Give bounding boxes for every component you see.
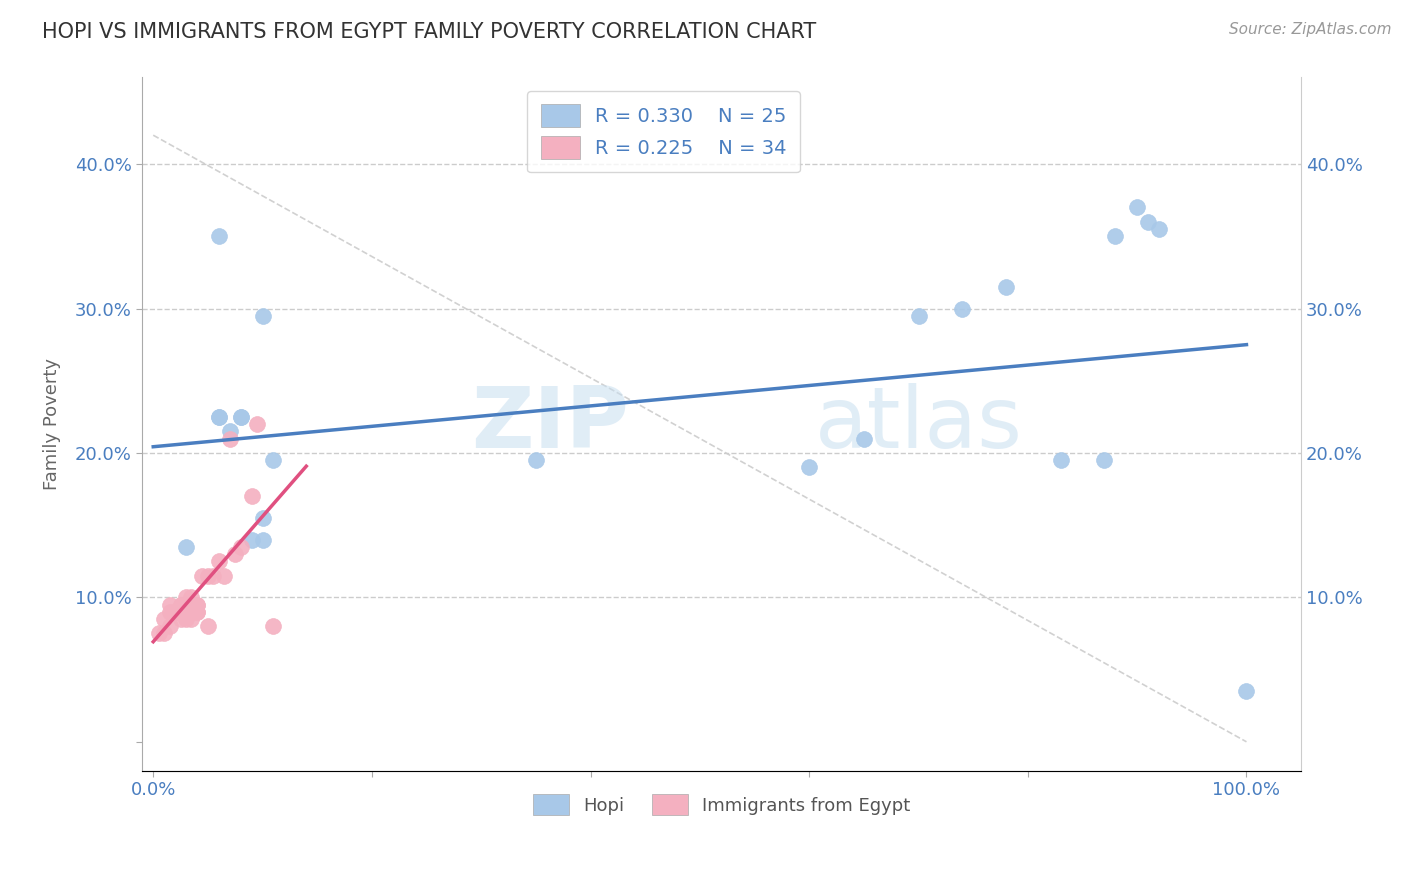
- Point: [174, 598, 197, 612]
- Point: [240, 489, 263, 503]
- Point: [186, 598, 208, 612]
- Point: [252, 511, 274, 525]
- Point: [197, 619, 219, 633]
- Legend: Hopi, Immigrants from Egypt: Hopi, Immigrants from Egypt: [524, 785, 920, 824]
- Point: [174, 605, 197, 619]
- Point: [218, 432, 240, 446]
- Text: atlas: atlas: [814, 383, 1022, 466]
- Point: [180, 612, 202, 626]
- Point: [169, 612, 191, 626]
- Point: [208, 409, 231, 424]
- Point: [174, 591, 197, 605]
- Point: [799, 460, 821, 475]
- Point: [208, 229, 231, 244]
- Point: [224, 547, 246, 561]
- Point: [186, 605, 208, 619]
- Point: [1049, 453, 1071, 467]
- Point: [202, 568, 225, 582]
- Point: [197, 568, 219, 582]
- Point: [148, 626, 170, 640]
- Point: [159, 605, 181, 619]
- Point: [159, 598, 181, 612]
- Point: [1092, 453, 1115, 467]
- Point: [263, 453, 285, 467]
- Point: [218, 425, 240, 439]
- Text: Source: ZipAtlas.com: Source: ZipAtlas.com: [1229, 22, 1392, 37]
- Point: [174, 605, 197, 619]
- Point: [1147, 222, 1170, 236]
- Point: [263, 619, 285, 633]
- Point: [1137, 215, 1160, 229]
- Point: [169, 598, 191, 612]
- Point: [852, 432, 875, 446]
- Text: HOPI VS IMMIGRANTS FROM EGYPT FAMILY POVERTY CORRELATION CHART: HOPI VS IMMIGRANTS FROM EGYPT FAMILY POV…: [42, 22, 817, 42]
- Point: [159, 619, 181, 633]
- Point: [252, 533, 274, 547]
- Point: [174, 540, 197, 554]
- Point: [165, 605, 187, 619]
- Point: [252, 309, 274, 323]
- Point: [994, 280, 1017, 294]
- Point: [186, 605, 208, 619]
- Point: [229, 409, 252, 424]
- Point: [907, 309, 929, 323]
- Point: [1126, 201, 1149, 215]
- Point: [180, 591, 202, 605]
- Point: [153, 626, 176, 640]
- Point: [229, 540, 252, 554]
- Point: [229, 409, 252, 424]
- Point: [186, 598, 208, 612]
- Point: [174, 612, 197, 626]
- Point: [153, 612, 176, 626]
- Point: [208, 409, 231, 424]
- Point: [165, 605, 187, 619]
- Point: [246, 417, 269, 431]
- Point: [214, 568, 236, 582]
- Point: [169, 598, 191, 612]
- Point: [950, 301, 973, 316]
- Point: [1236, 684, 1258, 698]
- Text: ZIP: ZIP: [471, 383, 628, 466]
- Point: [524, 453, 547, 467]
- Y-axis label: Family Poverty: Family Poverty: [44, 358, 60, 490]
- Point: [208, 554, 231, 568]
- Point: [240, 533, 263, 547]
- Point: [191, 568, 214, 582]
- Point: [1104, 229, 1126, 244]
